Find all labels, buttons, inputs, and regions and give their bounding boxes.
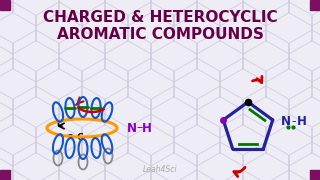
Bar xyxy=(0,0,10,10)
Text: AROMATIC COMPOUNDS: AROMATIC COMPOUNDS xyxy=(57,27,263,42)
Text: –: – xyxy=(137,122,143,134)
Text: H: H xyxy=(297,115,307,129)
Text: CHARGED & HETEROCYCLIC: CHARGED & HETEROCYCLIC xyxy=(43,10,277,25)
Text: -: - xyxy=(292,115,296,129)
Text: N: N xyxy=(127,122,137,134)
Bar xyxy=(310,170,320,180)
Text: H: H xyxy=(142,122,152,134)
Text: C: C xyxy=(57,120,63,129)
Text: C: C xyxy=(77,132,83,141)
Text: Leah4Sci: Leah4Sci xyxy=(143,165,177,174)
Text: –: – xyxy=(68,129,72,139)
Bar xyxy=(0,170,10,180)
Bar xyxy=(310,0,320,10)
Text: N: N xyxy=(281,115,291,129)
